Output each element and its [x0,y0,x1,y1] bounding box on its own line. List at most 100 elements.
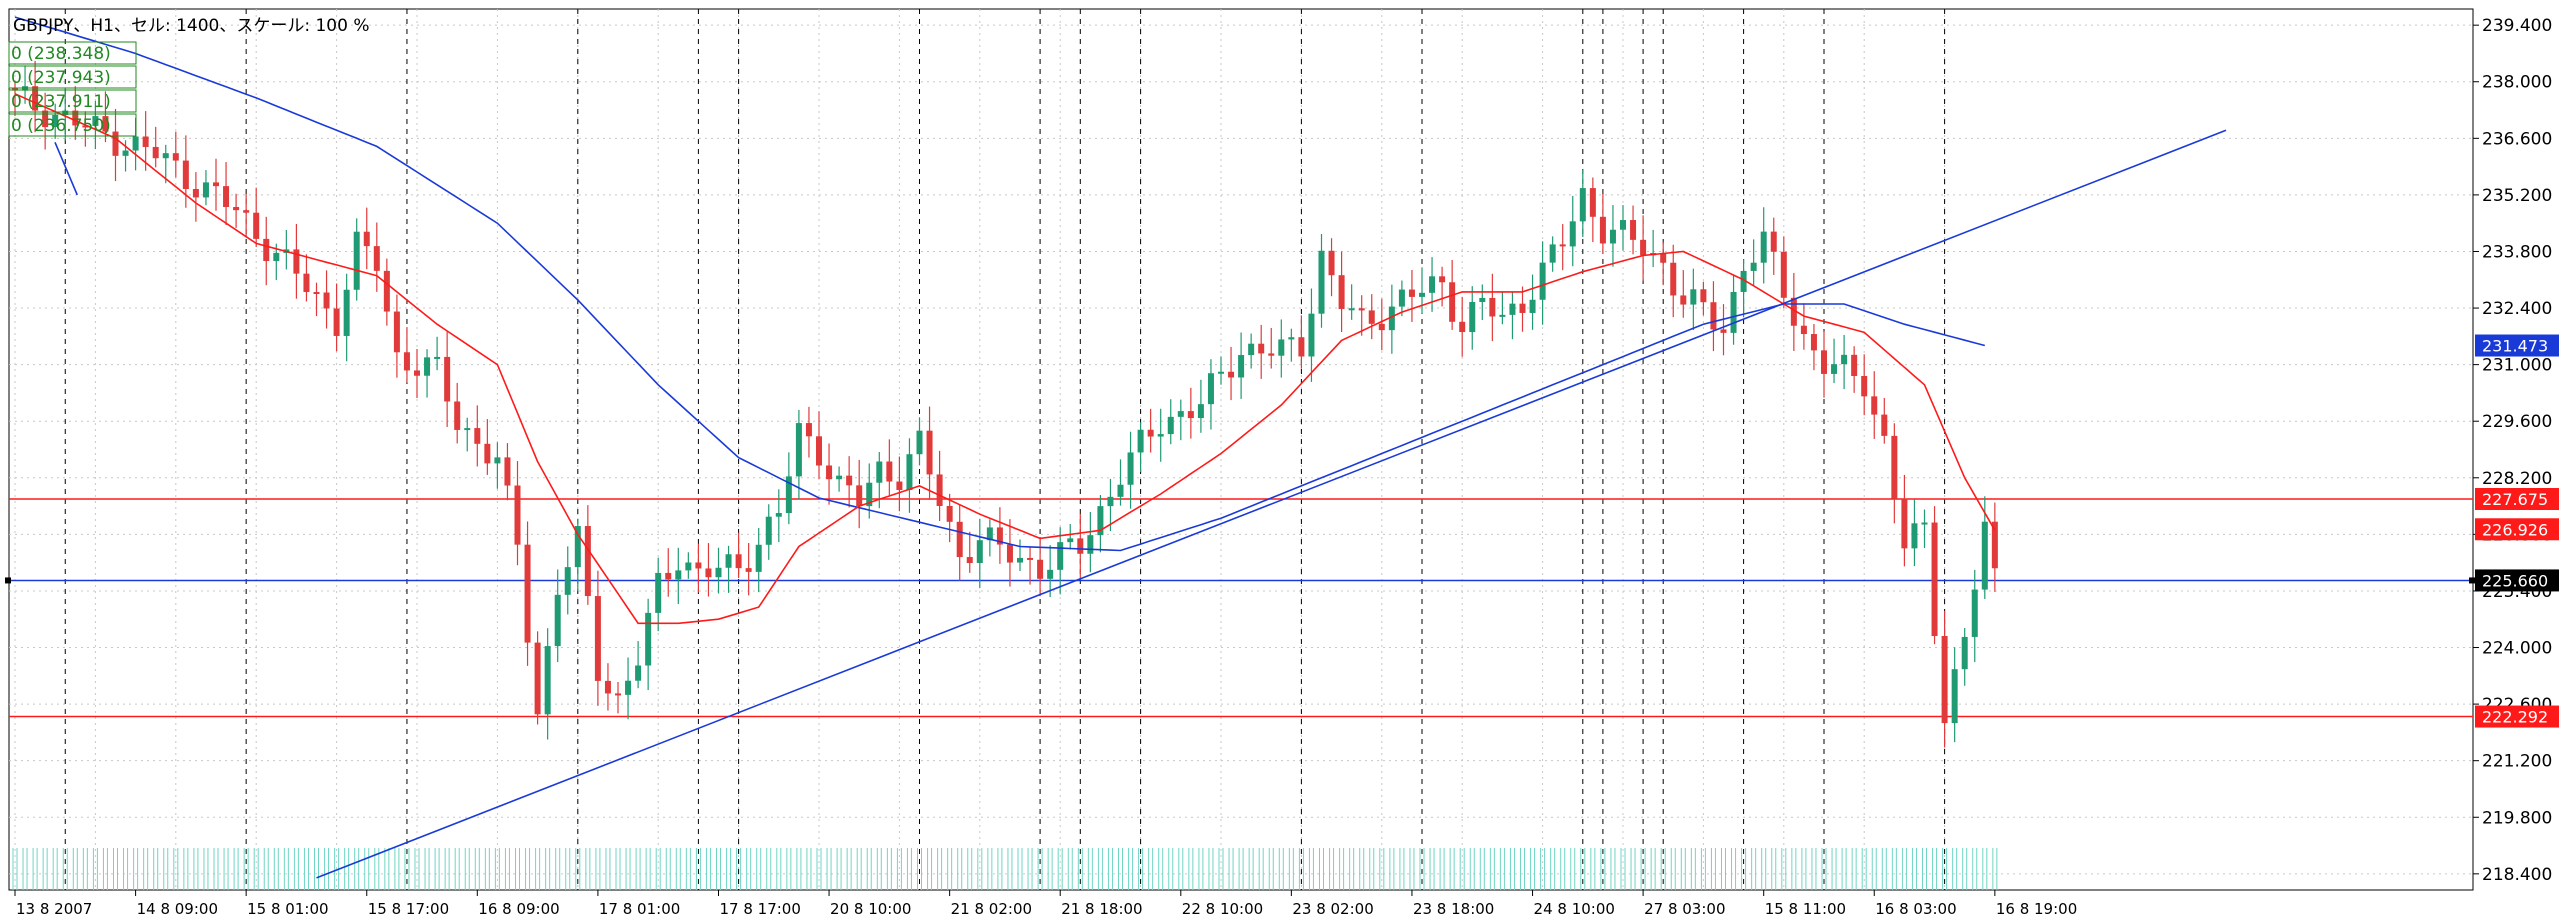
candle-body [1067,538,1074,543]
x-tick-label: 14 8 09:00 [137,900,218,918]
candle-body [956,521,963,558]
candle-body [1660,252,1667,263]
candle-body [1539,262,1546,300]
candle-body [976,540,983,563]
candle-body [1228,371,1235,378]
candle-body [414,370,420,376]
horizontal-lines[interactable] [5,498,2475,718]
price-label-text: 227.675 [2482,490,2548,509]
candle-body [1358,308,1365,311]
candle-body [514,485,521,545]
candle-body [1921,522,1928,525]
price-label-box [2475,334,2559,357]
candle-body [1479,297,1486,302]
candle-body [102,116,109,132]
candle-body [1519,303,1526,313]
candle-body [313,292,320,295]
candle-body [1388,306,1395,331]
candle-body [615,693,621,696]
candle-body [1047,569,1054,579]
candle-body [1368,310,1375,324]
candle-body [343,289,350,336]
candle-body [705,568,712,578]
candle-body [484,443,491,464]
candle-body [363,231,370,247]
candle-body [1037,559,1044,579]
candle-body [1489,297,1496,317]
candle-body [263,238,270,262]
legend-item: 0 (237.943) [11,68,111,88]
x-axis: 13 8 2007 14 8 09:00 15 8 01:00 15 8 17:00 1… [14,890,2077,918]
candle-body [544,646,551,715]
candle-body [635,665,642,681]
candle-body [604,680,611,694]
candle-body [755,544,762,572]
candle-body [1017,557,1023,563]
candle-body [1931,522,1938,637]
candle-body [1308,313,1315,357]
y-tick-label: 221.200 [2482,752,2552,772]
candle-body [162,153,169,159]
candle-body [524,544,531,643]
y-tick-label: 229.600 [2482,412,2552,432]
candle-body [665,572,672,580]
candle-body [886,461,893,482]
candle-body [896,481,903,491]
x-tick-label: 13 8 2007 [16,900,92,918]
candle-body [916,430,923,455]
candle-body [403,352,410,371]
candle-body [946,505,953,522]
candle-body [866,482,873,507]
x-tick-label: 20 8 10:00 [830,900,911,918]
candle-body [936,474,943,506]
candle-body [1589,188,1596,217]
candle-body [574,526,581,568]
candle-body [534,642,541,715]
candle-body [1348,308,1355,311]
candle-body [504,457,511,486]
candle-body [1810,334,1817,351]
candle-body [1097,506,1104,536]
candle-body [1408,289,1415,297]
candle-body [1991,521,1998,569]
candle-body [1288,337,1295,340]
candle-body [62,110,69,116]
candle-body [645,612,652,666]
candle-body [1841,354,1848,365]
y-tick-label: 228.200 [2482,469,2552,489]
plot-area [8,8,2474,891]
legend-item: 0 (238.348) [11,44,111,64]
candle-body [1961,636,1968,670]
candle-body [1670,262,1677,296]
candle-body [554,594,561,647]
candle-body [1881,414,1888,436]
candle-body [745,568,752,572]
candle-body [1107,496,1114,507]
line-handle-right [2469,577,2475,584]
price-label-text: 222.292 [2482,708,2548,727]
candle-body [1800,325,1807,335]
x-tick-label: 21 8 18:00 [1061,900,1142,918]
grid-layer [9,9,2473,890]
candle-body [1700,289,1707,303]
candle-body [584,526,591,597]
candles-layer [12,60,1998,748]
candle-body [725,554,732,568]
candle-body [1740,270,1747,292]
candle-body [785,476,792,514]
y-tick-label: 219.800 [2482,808,2552,828]
legend-box [8,41,137,65]
candle-body [1167,416,1174,435]
y-tick-label: 231.000 [2482,356,2552,376]
candle-body [253,212,260,239]
candle-body [1609,229,1616,244]
candle-body [1298,337,1305,357]
trendline [316,129,2227,879]
y-tick-label: 235.200 [2482,186,2552,206]
trendlines[interactable] [54,129,2227,879]
candle-body [142,136,149,147]
candle-body [805,423,812,437]
slow-moving-average [14,16,1986,552]
